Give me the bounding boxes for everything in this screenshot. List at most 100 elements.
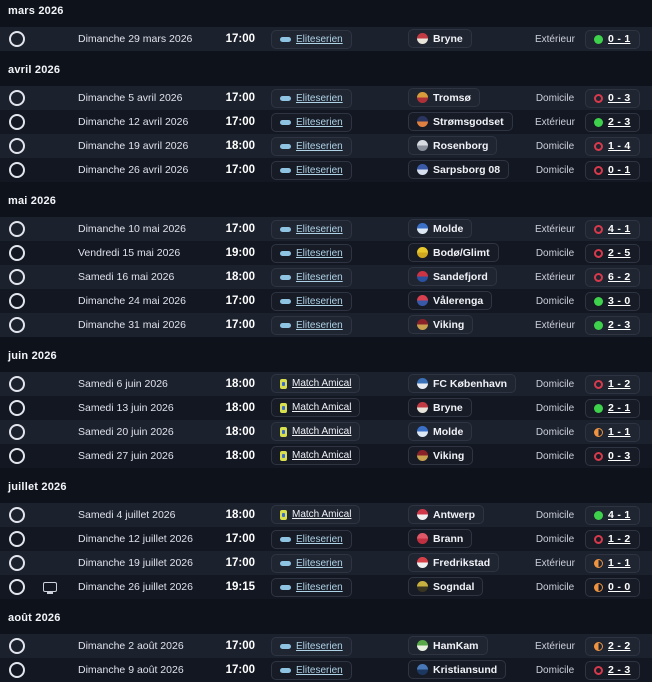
- result-link[interactable]: 0 - 1: [585, 160, 640, 180]
- result-link[interactable]: 4 - 1: [585, 505, 640, 525]
- result-link[interactable]: 2 - 1: [585, 398, 640, 418]
- fixture-row[interactable]: Dimanche 10 mai 2026 17:00 Eliteserien M…: [0, 217, 652, 241]
- result-link[interactable]: 1 - 1: [585, 422, 640, 442]
- competition-link[interactable]: Eliteserien: [271, 316, 352, 335]
- result-link[interactable]: 2 - 3: [585, 315, 640, 335]
- result-link[interactable]: 1 - 2: [585, 529, 640, 549]
- result-link[interactable]: 2 - 5: [585, 243, 640, 263]
- result-link[interactable]: 1 - 2: [585, 374, 640, 394]
- team-chip[interactable]: Strømsgodset: [408, 112, 513, 131]
- fixture-row[interactable]: Samedi 16 mai 2026 18:00 Eliteserien San…: [0, 265, 652, 289]
- team-chip[interactable]: Viking: [408, 315, 474, 334]
- team-chip[interactable]: Viking: [408, 446, 474, 465]
- fixture-row[interactable]: Dimanche 24 mai 2026 17:00 Eliteserien V…: [0, 289, 652, 313]
- competition-link[interactable]: Eliteserien: [271, 220, 352, 239]
- result-link[interactable]: 2 - 3: [585, 112, 640, 132]
- radio-button[interactable]: [9, 317, 25, 333]
- competition-link[interactable]: Eliteserien: [271, 89, 352, 108]
- competition-link[interactable]: Match Amical: [271, 398, 361, 418]
- competition-link[interactable]: Eliteserien: [271, 268, 352, 287]
- competition-link[interactable]: Eliteserien: [271, 30, 352, 49]
- radio-button[interactable]: [9, 138, 25, 154]
- radio-button[interactable]: [9, 448, 25, 464]
- fixture-row[interactable]: Dimanche 26 avril 2026 17:00 Eliteserien…: [0, 158, 652, 182]
- radio-button[interactable]: [9, 293, 25, 309]
- team-chip[interactable]: HamKam: [408, 636, 488, 655]
- result-link[interactable]: 0 - 1: [585, 29, 640, 49]
- competition-link[interactable]: Match Amical: [271, 422, 361, 442]
- fixture-row[interactable]: Dimanche 26 juillet 2026 19:15 Eliteseri…: [0, 575, 652, 599]
- competition-link[interactable]: Eliteserien: [271, 292, 352, 311]
- radio-button[interactable]: [9, 114, 25, 130]
- fixture-row[interactable]: Vendredi 15 mai 2026 19:00 Eliteserien B…: [0, 241, 652, 265]
- team-chip[interactable]: Vålerenga: [408, 291, 493, 310]
- fixture-row[interactable]: Dimanche 5 avril 2026 17:00 Eliteserien …: [0, 86, 652, 110]
- team-chip[interactable]: Bryne: [408, 29, 472, 48]
- result-link[interactable]: 1 - 1: [585, 553, 640, 573]
- fixture-row[interactable]: Samedi 13 juin 2026 18:00 Match Amical B…: [0, 396, 652, 420]
- competition-link[interactable]: Eliteserien: [271, 113, 352, 132]
- fixture-row[interactable]: Dimanche 2 août 2026 17:00 Eliteserien H…: [0, 634, 652, 658]
- fixture-row[interactable]: Dimanche 9 août 2026 17:00 Eliteserien K…: [0, 658, 652, 682]
- radio-button[interactable]: [9, 31, 25, 47]
- fixture-row[interactable]: Dimanche 19 avril 2026 18:00 Eliteserien…: [0, 134, 652, 158]
- competition-link[interactable]: Eliteserien: [271, 244, 352, 263]
- team-chip[interactable]: Sarpsborg 08: [408, 160, 510, 179]
- radio-button[interactable]: [9, 507, 25, 523]
- radio-button[interactable]: [9, 555, 25, 571]
- fixture-row[interactable]: Samedi 20 juin 2026 18:00 Match Amical M…: [0, 420, 652, 444]
- team-chip[interactable]: Antwerp: [408, 505, 484, 524]
- team-chip[interactable]: Molde: [408, 219, 473, 238]
- result-link[interactable]: 0 - 3: [585, 88, 640, 108]
- result-link[interactable]: 1 - 4: [585, 136, 640, 156]
- result-link[interactable]: 0 - 3: [585, 446, 640, 466]
- competition-link[interactable]: Match Amical: [271, 505, 361, 525]
- competition-link[interactable]: Eliteserien: [271, 137, 352, 156]
- competition-link[interactable]: Eliteserien: [271, 161, 352, 180]
- fixture-row[interactable]: Dimanche 31 mai 2026 17:00 Eliteserien V…: [0, 313, 652, 337]
- radio-button[interactable]: [9, 531, 25, 547]
- competition-link[interactable]: Eliteserien: [271, 554, 352, 573]
- result-link[interactable]: 4 - 1: [585, 219, 640, 239]
- fixture-row[interactable]: Dimanche 19 juillet 2026 17:00 Eliteseri…: [0, 551, 652, 575]
- team-chip[interactable]: Bryne: [408, 398, 472, 417]
- result-link[interactable]: 2 - 3: [585, 660, 640, 680]
- fixture-row[interactable]: Samedi 4 juillet 2026 18:00 Match Amical…: [0, 503, 652, 527]
- team-chip[interactable]: Sandefjord: [408, 267, 497, 286]
- team-chip[interactable]: Tromsø: [408, 88, 480, 107]
- competition-link[interactable]: Eliteserien: [271, 637, 352, 656]
- competition-link[interactable]: Eliteserien: [271, 661, 352, 680]
- team-chip[interactable]: FC København: [408, 374, 517, 393]
- radio-button[interactable]: [9, 90, 25, 106]
- result-link[interactable]: 0 - 0: [585, 577, 640, 597]
- fixture-row[interactable]: Dimanche 12 avril 2026 17:00 Eliteserien…: [0, 110, 652, 134]
- result-link[interactable]: 3 - 0: [585, 291, 640, 311]
- fixture-row[interactable]: Samedi 6 juin 2026 18:00 Match Amical FC…: [0, 372, 652, 396]
- team-chip[interactable]: Fredrikstad: [408, 553, 500, 572]
- radio-button[interactable]: [9, 376, 25, 392]
- team-chip[interactable]: Brann: [408, 529, 473, 548]
- competition-link[interactable]: Eliteserien: [271, 530, 352, 549]
- radio-button[interactable]: [9, 269, 25, 285]
- radio-button[interactable]: [9, 579, 25, 595]
- radio-button[interactable]: [9, 424, 25, 440]
- radio-button[interactable]: [9, 638, 25, 654]
- competition-link[interactable]: Eliteserien: [271, 578, 352, 597]
- radio-button[interactable]: [9, 221, 25, 237]
- radio-button[interactable]: [9, 245, 25, 261]
- result-link[interactable]: 2 - 2: [585, 636, 640, 656]
- competition-link[interactable]: Match Amical: [271, 446, 361, 466]
- result-link[interactable]: 6 - 2: [585, 267, 640, 287]
- radio-button[interactable]: [9, 662, 25, 678]
- fixture-row[interactable]: Dimanche 29 mars 2026 17:00 Eliteserien …: [0, 27, 652, 51]
- radio-button[interactable]: [9, 400, 25, 416]
- team-chip[interactable]: Molde: [408, 422, 473, 441]
- team-chip[interactable]: Kristiansund: [408, 660, 507, 679]
- fixture-row[interactable]: Dimanche 12 juillet 2026 17:00 Eliteseri…: [0, 527, 652, 551]
- radio-button[interactable]: [9, 162, 25, 178]
- competition-link[interactable]: Match Amical: [271, 374, 361, 394]
- team-chip[interactable]: Sogndal: [408, 577, 484, 596]
- fixture-row[interactable]: Samedi 27 juin 2026 18:00 Match Amical V…: [0, 444, 652, 468]
- team-chip[interactable]: Rosenborg: [408, 136, 498, 155]
- team-chip[interactable]: Bodø/Glimt: [408, 243, 499, 262]
